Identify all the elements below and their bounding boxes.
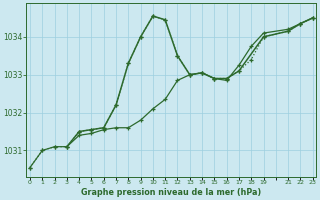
X-axis label: Graphe pression niveau de la mer (hPa): Graphe pression niveau de la mer (hPa) xyxy=(81,188,261,197)
